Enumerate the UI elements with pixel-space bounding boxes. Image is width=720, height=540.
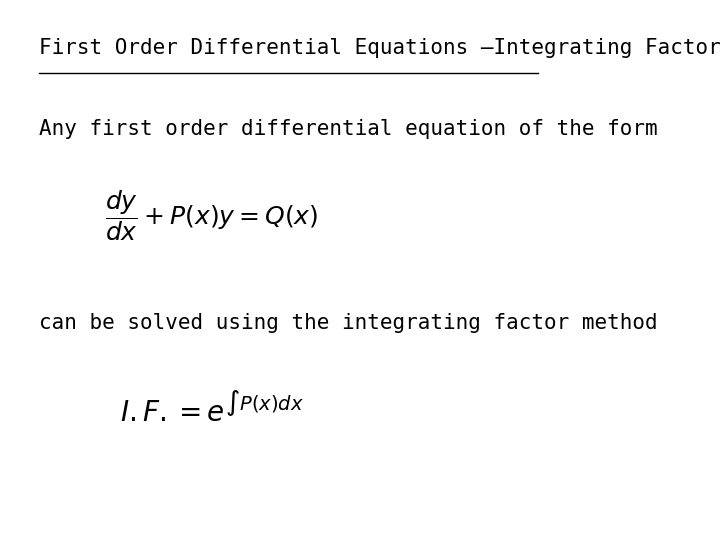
- Text: Any first order differential equation of the form: Any first order differential equation of…: [39, 119, 657, 139]
- Text: can be solved using the integrating factor method: can be solved using the integrating fact…: [39, 313, 657, 333]
- Text: $I.F. = e^{\int P(x)dx}$: $I.F. = e^{\int P(x)dx}$: [120, 392, 304, 429]
- Text: First Order Differential Equations –Integrating Factor: First Order Differential Equations –Inte…: [39, 38, 720, 58]
- Text: $\dfrac{dy}{dx} + P(x)y = Q(x)$: $\dfrac{dy}{dx} + P(x)y = Q(x)$: [105, 188, 318, 244]
